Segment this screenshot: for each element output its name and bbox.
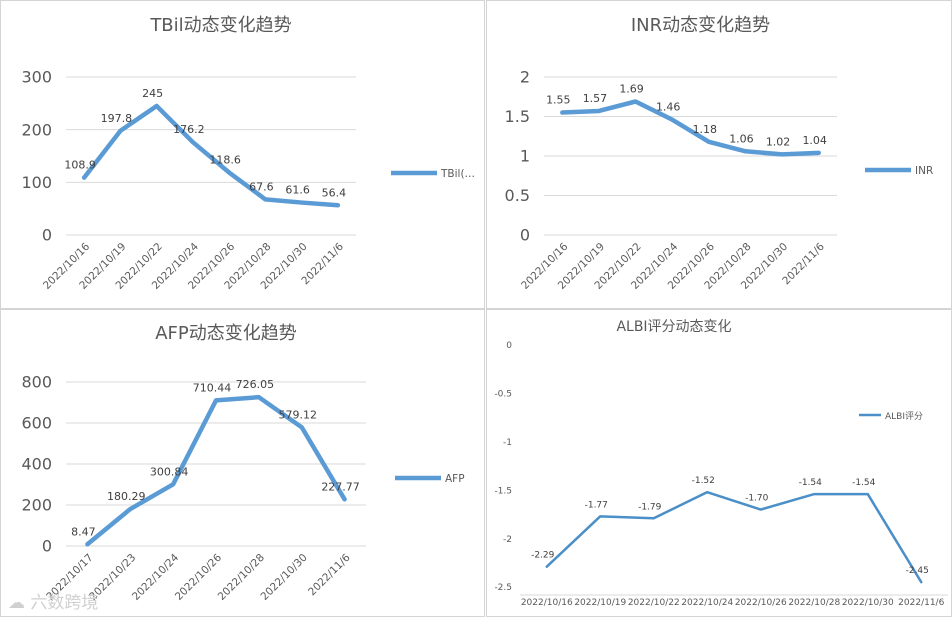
inr-title: INR动态变化趋势 [631,15,770,36]
albi-y-tick: -0.5 [494,390,512,400]
inr-data-label: 1.04 [802,134,827,147]
tbil-y-tick: 0 [42,226,52,245]
afp-y-tick: 200 [21,496,52,515]
inr-chart-panel: INR动态变化趋势 0 0.5 1 1.5 2 2022/10/16 2022/10/19 20… [486,0,952,309]
afp-data-label: 8.47 [71,525,96,538]
inr-y-tick: 2 [520,68,530,87]
tbil-chart: TBil动态变化趋势01002003002022/10/162022/10/19… [21,15,475,292]
afp-x-tick: 2022/11/6 [306,551,353,598]
afp-chart-panel: AFP动态变化趋势 0 200 400 600 800 2022/10/17 2022/10/… [0,309,485,617]
albi-x-tick: 2022/11/6 [898,598,944,608]
afp-data-label: 710.44 [193,381,232,394]
albi-data-label: -1.54 [852,478,876,488]
albi-data-label: -1.77 [585,500,608,510]
albi-legend-label: ALBI评分 [885,411,923,422]
albi-data-label: -2.29 [531,551,555,561]
tbil-y-tick: 300 [21,68,52,87]
tbil-data-label: 56.4 [322,186,347,199]
albi-title: ALBI评分动态变化 [616,319,731,335]
tbil-data-label: 108.9 [64,159,96,172]
tbil-data-label: 197.8 [101,112,133,125]
inr-y-tick: 1 [520,147,530,166]
albi-x-tick: 2022/10/30 [842,598,894,608]
albi-x-tick: 2022/10/22 [628,598,680,608]
inr-series-line [560,99,821,157]
albi-data-label: -1.54 [799,478,823,488]
albi-x-tick: 2022/10/24 [681,598,733,608]
tbil-data-label: 61.6 [285,184,310,197]
tbil-chart-panel: TBil动态变化趋势 0 100 200 300 2022/10/16 2022/10/19… [0,0,485,309]
inr-data-label: 1.06 [729,132,754,145]
inr-y-tick: 1.5 [505,107,530,126]
inr-data-label: 1.55 [546,94,571,107]
afp-data-label: 227.77 [321,480,360,493]
afp-y-tick: 600 [21,414,52,433]
afp-y-tick: 0 [42,537,52,556]
albi-data-label: -1.79 [638,502,662,512]
tbil-y-tick: 200 [21,120,52,139]
tbil-legend-label: TBil(… [440,168,475,180]
afp-chart: AFP动态变化趋势02004006008002022/10/172022/10/… [21,323,465,603]
inr-y-tick: 0.5 [505,186,530,205]
afp-y-tick: 400 [21,455,52,474]
inr-data-label: 1.46 [656,101,681,114]
albi-x-tick: 2022/10/26 [735,598,787,608]
inr-data-label: 1.69 [619,82,644,95]
tbil-data-label: 67.6 [249,180,274,193]
inr-data-label: 1.57 [583,92,608,105]
afp-y-tick: 800 [21,373,52,392]
afp-legend-label: AFP [445,473,465,485]
albi-data-label: -2.45 [906,566,929,576]
albi-data-label: -1.70 [745,494,769,504]
tbil-data-label: 245 [142,87,163,100]
albi-x-tick: 2022/10/16 [521,598,573,608]
inr-y-tick: 0 [520,226,530,245]
afp-data-label: 180.29 [107,490,146,503]
watermark-text: 六数跨境 [30,593,99,613]
afp-x-tick: 2022/10/30 [259,552,310,603]
inr-chart: INR动态变化趋势00.511.522022/10/162022/10/1920… [505,15,934,292]
afp-data-label: 300.84 [150,465,189,478]
albi-y-tick: -2 [503,535,512,545]
tbil-data-label: 118.6 [209,154,241,167]
afp-data-label: 579.12 [278,408,317,421]
albi-series-line [545,490,923,584]
albi-x-tick: 2022/10/28 [788,598,840,608]
tbil-series-line [81,103,341,208]
inr-data-label: 1.18 [693,123,718,136]
albi-y-tick: -1 [503,438,512,448]
albi-y-tick: -1.5 [494,486,512,496]
inr-legend-label: INR [915,165,933,177]
afp-title: AFP动态变化趋势 [155,323,297,344]
tbil-y-tick: 100 [21,173,52,192]
tbil-title: TBil动态变化趋势 [149,15,291,36]
albi-y-tick: 0 [506,341,512,351]
watermark: ☁ 六数跨境 [8,593,99,613]
afp-data-label: 726.05 [236,378,275,391]
albi-y-tick: -2.5 [494,583,512,593]
albi-chart-panel: ALBI评分动态变化 0 -0.5 -1 -1.5 -2 -2.5 2022/10/16 202… [486,309,952,617]
tbil-data-label: 176.2 [173,123,205,136]
albi-data-label: -1.52 [692,476,715,486]
inr-data-label: 1.02 [766,135,791,148]
albi-x-tick: 2022/10/19 [574,598,626,608]
